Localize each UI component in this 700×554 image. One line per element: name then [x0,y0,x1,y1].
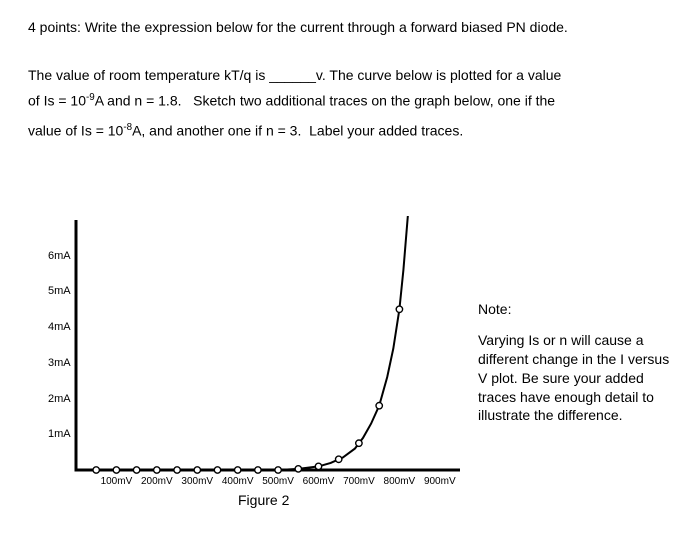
axes [76,220,460,470]
figure-caption: Figure 2 [238,492,289,508]
x-tick-label: 700mV [343,476,375,487]
data-marker [133,467,139,473]
data-marker [336,456,342,462]
chart-svg [48,216,468,506]
x-tick-label: 500mV [262,476,294,487]
data-marker [255,467,261,473]
data-marker [235,467,241,473]
x-tick-label: 200mV [141,476,173,487]
x-tick-label: 600mV [303,476,335,487]
note-block: Note: Varying Is or n will cause a diffe… [478,300,678,425]
data-marker [376,403,382,409]
question-para-c: value of Is = 10-8A, and another one if … [28,121,672,141]
data-marker [396,306,402,312]
data-marker [295,466,301,472]
data-marker [214,467,220,473]
x-tick-label: 800mV [384,476,416,487]
x-tick-label: 900mV [424,476,456,487]
data-marker [356,440,362,446]
iv-curve [76,216,410,470]
question-para-a: The value of room temperature kT/q is __… [28,66,672,86]
x-tick-label: 300mV [181,476,213,487]
data-marker [194,467,200,473]
x-tick-label: 400mV [222,476,254,487]
question-prompt: 4 points: Write the expression below for… [28,18,672,38]
data-marker [93,467,99,473]
note-body: Varying Is or n will cause a different c… [478,331,678,425]
note-title: Note: [478,300,678,319]
data-marker [154,467,160,473]
x-tick-label: 100mV [101,476,133,487]
data-marker [174,467,180,473]
data-marker [275,467,281,473]
data-marker [113,467,119,473]
iv-chart [48,216,478,516]
question-para-b: of Is = 10-9A and n = 1.8. Sketch two ad… [28,91,672,111]
data-marker [315,463,321,469]
